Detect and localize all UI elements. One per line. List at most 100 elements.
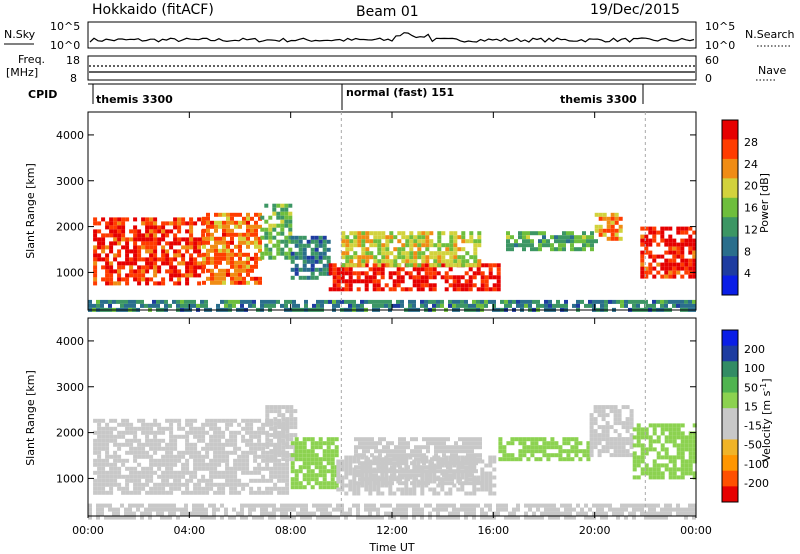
power-cell [206, 220, 210, 225]
power-cell [692, 274, 697, 279]
velocity-cell [213, 482, 218, 487]
power-cell [476, 299, 480, 304]
velocity-cell [572, 507, 576, 512]
velocity-cell [209, 418, 214, 423]
power-cell [340, 275, 345, 280]
velocity-cell [404, 459, 409, 464]
power-cell [468, 267, 473, 272]
velocity-cell [256, 503, 260, 508]
power-cell [524, 299, 528, 304]
power-cell [189, 233, 194, 238]
velocity-cell [382, 481, 386, 486]
power-cell [381, 243, 386, 248]
power-cell [388, 299, 392, 304]
velocity-cell [464, 507, 468, 512]
velocity-cell [552, 503, 556, 508]
power-cell [204, 299, 208, 304]
power-cell [169, 273, 174, 278]
power-cell [193, 249, 198, 254]
power-cell [177, 241, 182, 246]
colorbar-tick-label: 24 [744, 158, 758, 171]
velocity-cell [253, 418, 258, 423]
velocity-cell [133, 458, 138, 463]
power-cell [472, 303, 476, 308]
velocity-cell [248, 511, 252, 516]
power-cell [318, 255, 323, 260]
velocity-cell [676, 467, 681, 472]
power-cell [117, 237, 122, 242]
power-cell [310, 251, 315, 256]
velocity-cell [169, 466, 174, 471]
velocity-cell [554, 453, 559, 458]
velocity-cell [298, 481, 303, 486]
velocity-cell [153, 482, 158, 487]
velocity-cell [556, 515, 560, 520]
velocity-cell [430, 469, 434, 474]
power-cell [258, 248, 262, 253]
power-cell [109, 241, 114, 246]
power-cell [452, 283, 457, 288]
power-cell [344, 267, 349, 272]
power-cell [488, 299, 492, 304]
power-cell [668, 234, 673, 239]
power-cell [692, 242, 697, 247]
power-cell [397, 263, 402, 268]
velocity-cell [184, 503, 188, 508]
velocity-cell [652, 463, 657, 468]
power-cell [189, 261, 194, 266]
velocity-cell [404, 491, 409, 496]
colorbar-tick-label: 12 [744, 223, 758, 236]
velocity-cell [201, 462, 206, 467]
velocity-cell [233, 430, 238, 435]
velocity-cell [197, 458, 202, 463]
velocity-cell [644, 471, 649, 476]
velocity-cell [492, 515, 496, 520]
velocity-cell [510, 437, 515, 442]
power-cell [238, 260, 242, 265]
velocity-cell [518, 449, 523, 454]
power-cell [173, 241, 178, 246]
velocity-cell [265, 445, 270, 450]
velocity-cell [514, 437, 519, 442]
velocity-cell [478, 441, 482, 446]
power-cell [372, 267, 377, 272]
velocity-cell [125, 426, 130, 431]
power-cell [169, 269, 174, 274]
velocity-cell [300, 503, 304, 508]
power-cell [181, 245, 186, 250]
velocity-cell [398, 481, 402, 486]
velocity-cell [530, 437, 535, 442]
power-cell [477, 231, 482, 236]
velocity-cell [129, 442, 134, 447]
power-cell [230, 260, 234, 265]
power-cell [242, 240, 246, 245]
velocity-cell [532, 515, 536, 520]
power-cell [133, 241, 138, 246]
power-cell [356, 279, 361, 284]
velocity-cell [362, 441, 366, 446]
velocity-cell [344, 475, 349, 480]
velocity-cell [632, 459, 637, 464]
velocity-cell [169, 470, 174, 475]
power-cell [93, 257, 98, 262]
power-cell [372, 287, 377, 292]
power-cell [345, 243, 350, 248]
velocity-cell [470, 437, 474, 442]
power-cell [424, 271, 429, 276]
power-cell [412, 267, 417, 272]
velocity-cell [165, 442, 170, 447]
velocity-cell [213, 438, 218, 443]
velocity-cell [217, 474, 222, 479]
velocity-cell [318, 461, 323, 466]
velocity-cell [277, 409, 282, 414]
power-cell [340, 299, 344, 304]
power-cell [336, 271, 341, 276]
velocity-cell [285, 441, 290, 446]
velocity-cell [306, 437, 311, 442]
velocity-cell [384, 463, 389, 468]
velocity-cell [93, 482, 98, 487]
power-cell [648, 266, 653, 271]
velocity-cell [597, 433, 602, 438]
power-cell [376, 283, 381, 288]
power-cell [424, 279, 429, 284]
